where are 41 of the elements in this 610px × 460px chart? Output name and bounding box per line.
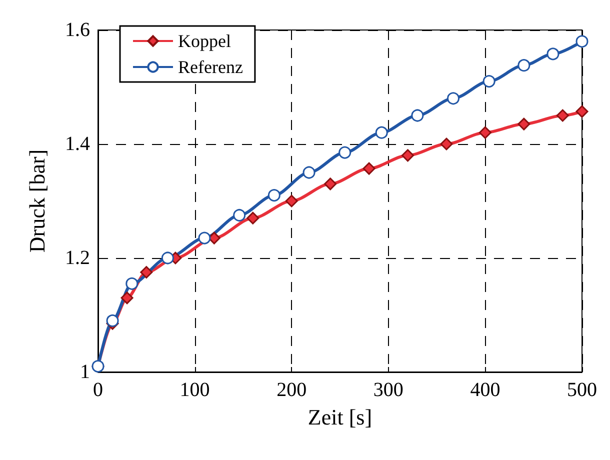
- x-tick-label: 300: [373, 379, 404, 401]
- point: [285, 194, 298, 208]
- point: [106, 314, 119, 327]
- x-axis-title: Zeit [s]: [308, 404, 372, 430]
- point: [126, 277, 138, 290]
- point: [440, 138, 453, 150]
- x-tick-label: 500: [567, 379, 597, 401]
- point: [447, 92, 460, 105]
- point: [576, 35, 588, 48]
- x-tick-label: 400: [470, 379, 500, 401]
- point: [576, 105, 588, 118]
- x-tick-label: 0: [93, 379, 103, 401]
- point: [268, 189, 280, 202]
- x-tick-label: 200: [276, 379, 307, 401]
- point: [120, 292, 134, 304]
- point: [338, 146, 352, 159]
- y-tick-label: 1.6: [65, 19, 90, 41]
- point: [302, 166, 316, 179]
- point: [411, 109, 424, 122]
- point: [375, 126, 388, 139]
- point: [482, 75, 496, 88]
- y-axis-title: Druck [bar]: [24, 149, 50, 253]
- point: [161, 252, 174, 264]
- point: [518, 59, 530, 72]
- point: [246, 212, 260, 224]
- y-tick-label: 1.4: [65, 133, 90, 155]
- point: [518, 118, 530, 130]
- legend-label: Referenz: [178, 57, 243, 77]
- y-tick-label: 1: [80, 361, 90, 383]
- y-tick-label: 1.2: [65, 247, 90, 269]
- point: [233, 209, 246, 222]
- point: [198, 232, 211, 244]
- point: [546, 48, 560, 60]
- point: [140, 266, 153, 278]
- point: [478, 126, 492, 139]
- x-tick-label: 100: [180, 379, 210, 401]
- legend-label: Koppel: [178, 31, 231, 51]
- point: [556, 109, 569, 122]
- point: [402, 149, 414, 162]
- point: [324, 178, 337, 190]
- point: [362, 162, 376, 175]
